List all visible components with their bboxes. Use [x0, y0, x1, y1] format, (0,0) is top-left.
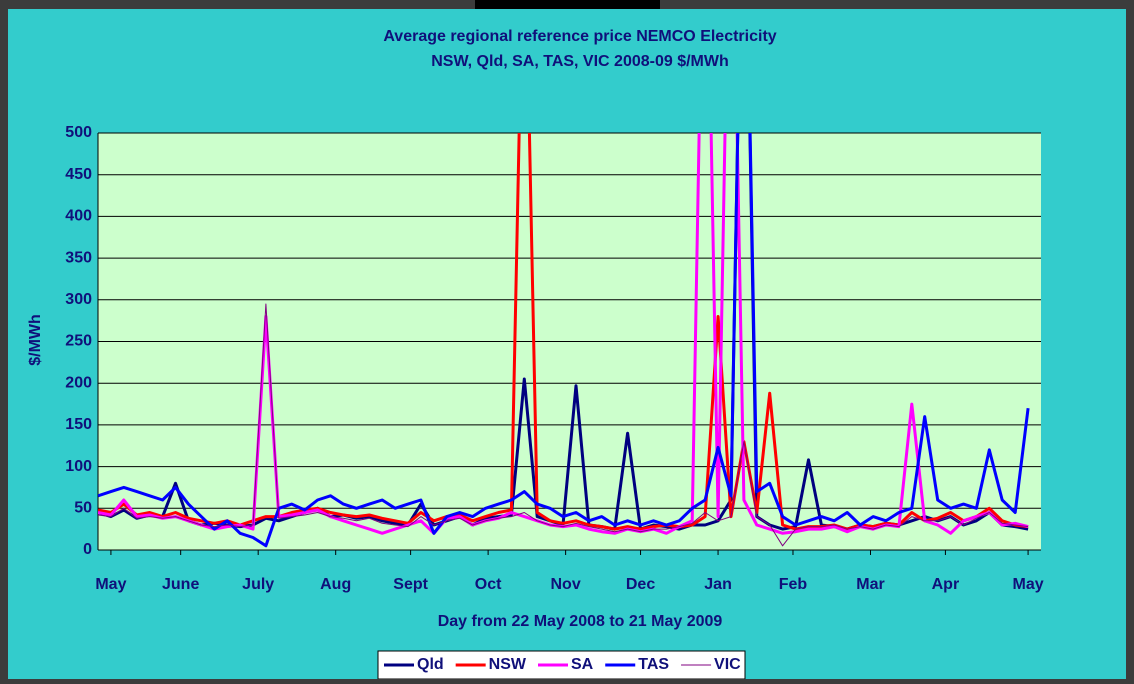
x-tick-label: Aug — [320, 576, 351, 593]
y-tick-label: 350 — [65, 249, 92, 266]
y-tick-label: 250 — [65, 333, 92, 350]
x-tick-label: Sept — [393, 576, 428, 593]
y-tick-label: 150 — [65, 416, 92, 433]
x-tick-label: Jan — [704, 576, 732, 593]
y-tick-label: 100 — [65, 458, 92, 475]
x-axis-title: Day from 22 May 2008 to 21 May 2009 — [438, 613, 723, 630]
x-tick-label: Feb — [779, 576, 808, 593]
x-tick-label: Mar — [856, 576, 884, 593]
y-tick-label: 300 — [65, 291, 92, 308]
x-tick-label: June — [162, 576, 199, 593]
series-layer — [98, 133, 1030, 548]
x-tick-label: Dec — [626, 576, 655, 593]
chart-subtitle: NSW, Qld, SA, TAS, VIC 2008-09 $/MWh — [431, 53, 729, 70]
legend-label: NSW — [489, 656, 527, 673]
legend-label: SA — [571, 656, 594, 673]
legend-label: TAS — [638, 656, 669, 673]
legend-label: VIC — [714, 656, 741, 673]
y-tick-label: 400 — [65, 208, 92, 225]
x-tick-label: May — [95, 576, 126, 593]
x-tick-label: July — [242, 576, 274, 593]
legend-label: Qld — [417, 656, 444, 673]
x-tick-label: Oct — [475, 576, 502, 593]
y-axis-title: $/MWh — [27, 314, 44, 366]
y-tick-label: 200 — [65, 374, 92, 391]
series-line — [98, 133, 1030, 548]
series-line — [98, 303, 1029, 547]
chart-title: Average regional reference price NEMCO E… — [383, 28, 776, 45]
x-tick-label: May — [1013, 576, 1044, 593]
y-tick-label: 500 — [65, 124, 92, 141]
tab — [475, 0, 660, 10]
x-tick-label: Nov — [551, 576, 581, 593]
x-tick-label: Apr — [932, 576, 960, 593]
y-tick-label: 450 — [65, 166, 92, 183]
y-tick-label: 0 — [83, 541, 92, 558]
y-tick-label: 50 — [74, 500, 92, 517]
